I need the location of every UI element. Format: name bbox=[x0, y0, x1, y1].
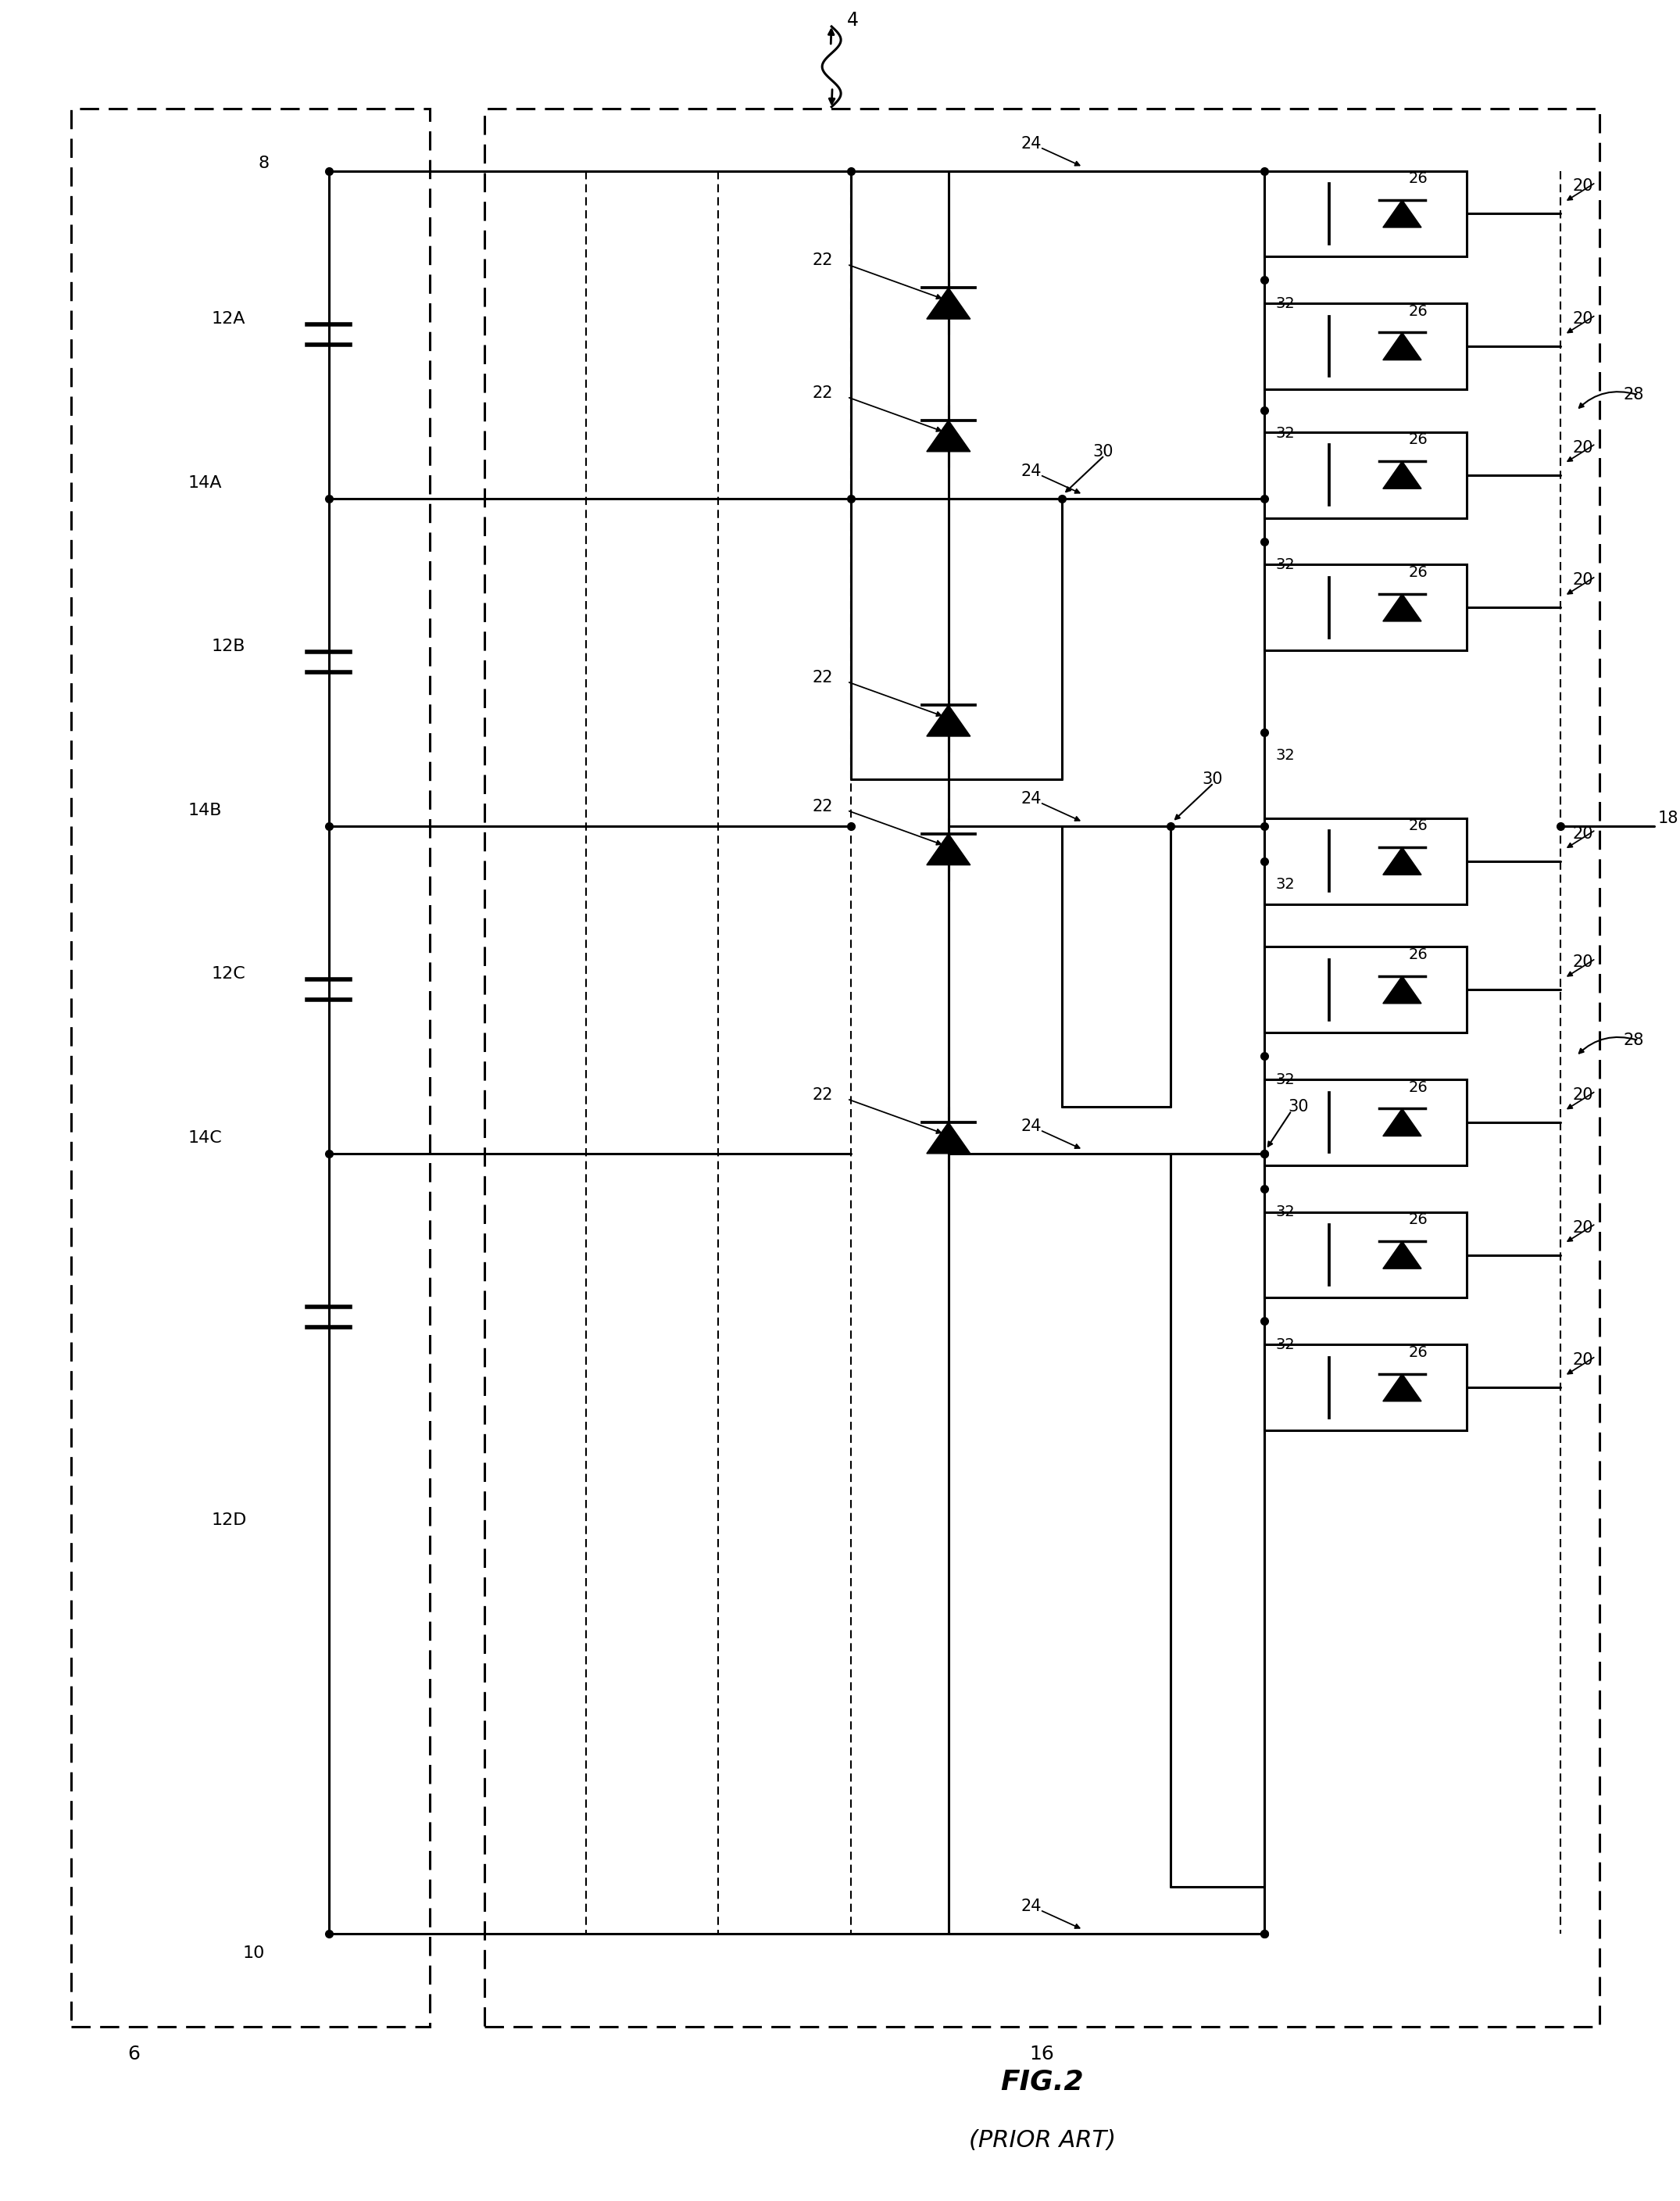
Bar bbox=[1265, 946, 1467, 1032]
Text: 32: 32 bbox=[1277, 1204, 1295, 1219]
Polygon shape bbox=[927, 834, 971, 865]
Polygon shape bbox=[1383, 1373, 1421, 1402]
Text: 24: 24 bbox=[1021, 1118, 1042, 1134]
Text: 32: 32 bbox=[1277, 748, 1295, 764]
Polygon shape bbox=[1383, 1109, 1421, 1136]
Text: 24: 24 bbox=[1021, 136, 1042, 152]
Text: 22: 22 bbox=[811, 253, 833, 269]
Bar bbox=[1265, 1213, 1467, 1299]
Text: 20: 20 bbox=[1572, 178, 1593, 194]
Text: 6: 6 bbox=[128, 2045, 139, 2065]
Text: 32: 32 bbox=[1277, 1338, 1295, 1351]
Bar bbox=[1265, 566, 1467, 651]
Text: 30: 30 bbox=[1287, 1098, 1309, 1114]
Text: FIG.2: FIG.2 bbox=[1000, 2069, 1084, 2095]
Text: 30: 30 bbox=[1201, 770, 1223, 788]
Text: 32: 32 bbox=[1277, 876, 1295, 891]
Polygon shape bbox=[1383, 975, 1421, 1004]
Bar bbox=[1265, 819, 1467, 905]
Polygon shape bbox=[927, 288, 971, 319]
Text: 20: 20 bbox=[1572, 1219, 1593, 1235]
Text: 20: 20 bbox=[1572, 310, 1593, 326]
Bar bbox=[1265, 1345, 1467, 1431]
Text: 24: 24 bbox=[1021, 790, 1042, 806]
Text: 30: 30 bbox=[1092, 445, 1114, 460]
Text: 32: 32 bbox=[1277, 1072, 1295, 1087]
Text: 32: 32 bbox=[1277, 427, 1295, 440]
Text: 26: 26 bbox=[1408, 1345, 1428, 1360]
Text: 20: 20 bbox=[1572, 1087, 1593, 1103]
Polygon shape bbox=[927, 420, 971, 451]
Bar bbox=[484, 108, 1599, 2027]
Text: 26: 26 bbox=[1408, 566, 1428, 579]
Bar bbox=[71, 108, 430, 2027]
Text: 26: 26 bbox=[1408, 946, 1428, 962]
Polygon shape bbox=[1383, 462, 1421, 489]
Text: 26: 26 bbox=[1408, 431, 1428, 447]
Text: 12D: 12D bbox=[212, 1512, 247, 1527]
Text: 22: 22 bbox=[811, 799, 833, 814]
Text: 26: 26 bbox=[1408, 172, 1428, 187]
Text: 26: 26 bbox=[1408, 1213, 1428, 1228]
Text: 22: 22 bbox=[811, 385, 833, 401]
Text: 24: 24 bbox=[1021, 462, 1042, 480]
Text: 8: 8 bbox=[259, 156, 269, 172]
Text: 10: 10 bbox=[244, 1946, 265, 1961]
Polygon shape bbox=[1383, 1241, 1421, 1268]
Bar bbox=[1265, 1078, 1467, 1164]
Text: 12B: 12B bbox=[212, 638, 245, 654]
Bar bbox=[1265, 304, 1467, 390]
Text: 32: 32 bbox=[1277, 557, 1295, 572]
Polygon shape bbox=[1383, 594, 1421, 621]
Text: 20: 20 bbox=[1572, 955, 1593, 971]
Polygon shape bbox=[927, 1123, 971, 1153]
Text: 28: 28 bbox=[1623, 1032, 1643, 1048]
Text: 14C: 14C bbox=[188, 1129, 222, 1147]
Text: 22: 22 bbox=[811, 1087, 833, 1103]
Bar bbox=[1265, 172, 1467, 258]
Text: 24: 24 bbox=[1021, 1899, 1042, 1915]
Text: 20: 20 bbox=[1572, 1351, 1593, 1369]
Polygon shape bbox=[1383, 332, 1421, 361]
Text: 12A: 12A bbox=[212, 310, 245, 326]
Text: 12C: 12C bbox=[212, 966, 245, 982]
Text: 32: 32 bbox=[1277, 295, 1295, 310]
Text: 26: 26 bbox=[1408, 304, 1428, 319]
Text: 22: 22 bbox=[811, 669, 833, 685]
Polygon shape bbox=[927, 704, 971, 737]
Text: 20: 20 bbox=[1572, 440, 1593, 456]
Text: 28: 28 bbox=[1623, 387, 1643, 403]
Text: 14A: 14A bbox=[188, 475, 222, 491]
Text: 26: 26 bbox=[1408, 819, 1428, 834]
Text: 16: 16 bbox=[1030, 2045, 1055, 2065]
Text: 26: 26 bbox=[1408, 1081, 1428, 1094]
Text: 20: 20 bbox=[1572, 825, 1593, 841]
Polygon shape bbox=[1383, 847, 1421, 874]
Text: 4: 4 bbox=[847, 11, 858, 29]
Polygon shape bbox=[1383, 200, 1421, 227]
Text: (PRIOR ART): (PRIOR ART) bbox=[969, 2128, 1116, 2153]
Text: 18: 18 bbox=[1658, 810, 1678, 825]
Text: 20: 20 bbox=[1572, 572, 1593, 588]
Bar bbox=[1265, 431, 1467, 517]
Text: 14B: 14B bbox=[188, 803, 222, 819]
